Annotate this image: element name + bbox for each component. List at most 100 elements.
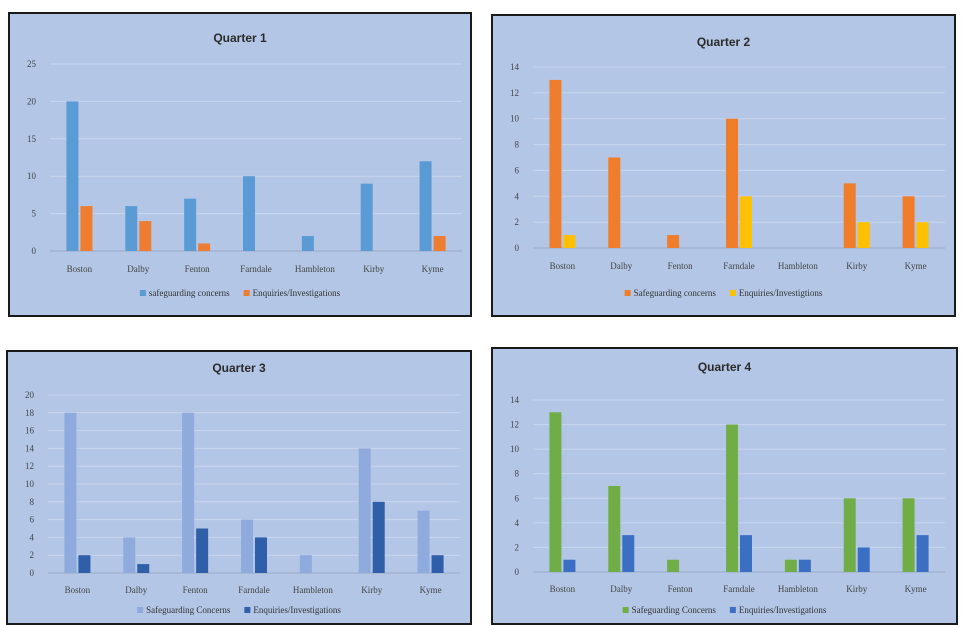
bar	[360, 183, 373, 251]
y-tick-label: 6	[515, 493, 520, 503]
x-tick-label: Dalby	[610, 584, 632, 594]
chart-panel-quarter-3: Quarter 3 0 2 4 6 8 10 12 14 16 18 20 Boston Dalby Fen…	[6, 350, 472, 625]
y-tick-label: 8	[515, 140, 520, 150]
x-tick-label: Kirby	[846, 261, 867, 271]
bar	[196, 528, 209, 573]
x-tick-label: Hambleton	[295, 264, 335, 274]
x-tick-label: Kyme	[422, 264, 444, 274]
bar	[66, 101, 79, 252]
legend-swatch	[729, 290, 736, 296]
bar	[857, 222, 870, 248]
bar	[198, 243, 211, 251]
legend-swatch	[729, 607, 736, 613]
y-tick-label: 8	[515, 469, 520, 479]
bar	[563, 235, 576, 248]
legend-item: Enquiries/Investigations	[243, 288, 341, 298]
x-tick-label: Kirby	[846, 584, 867, 594]
x-tick-label: Kyme	[905, 261, 927, 271]
x-tick-label: Dalby	[610, 261, 632, 271]
bar	[241, 519, 253, 573]
x-tick-label: Boston	[550, 584, 576, 594]
chart-quarter-3: Quarter 3 0 2 4 6 8 10 12 14 16 18 20 Boston Dalby Fen…	[25, 361, 460, 615]
y-tick-label: 10	[25, 479, 35, 489]
y-tick-label: 2	[30, 550, 35, 560]
bar	[182, 412, 195, 573]
legend-label: Enquiries/Investigations	[253, 288, 341, 298]
legend-item: Enquiries/Investigations	[729, 605, 827, 615]
legend-item: Enquiries/Investigations	[244, 605, 341, 615]
bar	[563, 559, 576, 572]
y-tick-label: 2	[515, 542, 520, 552]
bar	[139, 221, 152, 251]
legend-swatch	[243, 290, 250, 296]
legend-item: Enquiries/Investigtions	[729, 288, 823, 298]
chart-title: Quarter 2	[697, 35, 751, 49]
legend: Safeguarding concerns Enquiries/Investigt…	[624, 288, 823, 298]
x-tick-label: Fenton	[668, 584, 694, 594]
y-tick-label: 4	[515, 518, 520, 528]
chart-panel-quarter-4: Quarter 4 0 2 4 6 8 10 12 14 Boston Dalby Fenton Far…	[491, 347, 958, 625]
y-tick-label: 5	[32, 209, 37, 219]
chart-title: Quarter 4	[698, 360, 752, 374]
x-tick-label: Kyme	[905, 584, 927, 594]
bar	[902, 196, 915, 248]
bar	[549, 412, 562, 572]
x-tick-label: Farndale	[723, 584, 755, 594]
y-tick-label: 12	[25, 461, 34, 471]
legend: Safeguarding Concerns Enquiries/Investiga…	[137, 605, 341, 615]
bar	[419, 161, 432, 251]
y-tick-label: 10	[510, 114, 520, 124]
legend-swatch	[139, 290, 146, 296]
y-tick-label: 4	[30, 532, 35, 542]
y-tick-label: 10	[27, 171, 37, 181]
legend-label: Enquiries/Investigations	[739, 605, 827, 615]
y-tick-label: 2	[515, 217, 520, 227]
x-tick-label: Farndale	[723, 261, 755, 271]
x-tick-label: Kirby	[361, 585, 382, 595]
x-tick-label: Hambleton	[778, 584, 818, 594]
bar	[726, 424, 738, 572]
legend: safeguarding concerns Enquiries/Investiga…	[139, 288, 341, 298]
x-tick-label: Farndale	[238, 585, 270, 595]
y-tick-label: 18	[25, 408, 35, 418]
legend-item: Safeguarding concerns	[624, 288, 717, 298]
bar	[125, 206, 138, 251]
chart-quarter-2: Quarter 2 0 2 4 6 8 10 12 14 Boston Dalby Fenton Far…	[510, 35, 945, 298]
y-tick-label: 20	[27, 96, 37, 106]
legend-label: Safeguarding Concerns	[632, 605, 717, 615]
bar	[431, 555, 444, 573]
x-tick-label: Boston	[65, 585, 91, 595]
legend-item: Safeguarding Concerns	[137, 605, 231, 615]
bar	[740, 535, 752, 572]
x-tick-label: Dalby	[127, 264, 149, 274]
y-tick-label: 14	[510, 62, 520, 72]
bar	[137, 564, 150, 573]
bar	[255, 537, 267, 573]
bar	[902, 498, 915, 572]
bar	[608, 157, 621, 248]
y-tick-label: 12	[510, 88, 519, 98]
y-tick-label: 15	[27, 134, 37, 144]
bar	[608, 486, 621, 572]
bar	[417, 510, 430, 573]
legend-swatch	[622, 607, 629, 613]
bar	[726, 118, 738, 248]
legend-item: safeguarding concerns	[139, 288, 230, 298]
x-tick-label: Fenton	[668, 261, 694, 271]
legend-swatch	[244, 607, 251, 613]
bar	[372, 501, 385, 573]
bar	[433, 236, 446, 251]
bar	[667, 235, 680, 248]
y-tick-label: 25	[27, 59, 37, 69]
y-tick-label: 12	[510, 420, 519, 430]
y-tick-label: 0	[32, 246, 37, 256]
bar	[798, 559, 811, 572]
legend-label: safeguarding concerns	[149, 288, 230, 298]
x-tick-label: Boston	[550, 261, 576, 271]
legend-label: Safeguarding Concerns	[146, 605, 231, 615]
bar	[740, 196, 752, 248]
legend-label: Safeguarding concerns	[634, 288, 717, 298]
x-tick-label: Kyme	[420, 585, 442, 595]
chart-panel-quarter-1: Quarter 1 0 5 10 15 20 25 Boston Dalby Fenton Farn…	[8, 12, 472, 317]
bar	[916, 222, 929, 248]
